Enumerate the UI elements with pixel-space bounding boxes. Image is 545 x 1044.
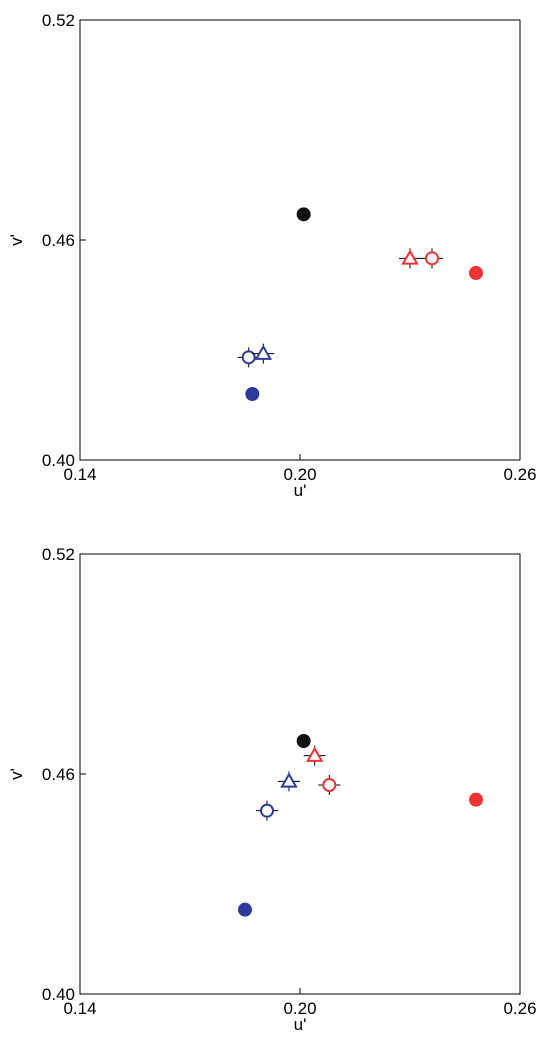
x-axis-label: u': [294, 481, 307, 500]
plot-frame: [79, 553, 521, 995]
data-point-open-triangle-blue: [254, 344, 273, 360]
x-axis-label: u': [294, 1015, 307, 1034]
data-point-filled-circle-black: [296, 734, 311, 748]
scatter-panel-bottom: 0.14 0.20 0.26 0.40 0.46 0.52 u' v': [7, 545, 537, 1034]
data-point-open-circle-red: [425, 251, 439, 266]
data-point-filled-circle-blue: [238, 902, 252, 917]
x-tick-label: 0.14: [63, 465, 96, 484]
y-axis-label: v': [7, 768, 26, 780]
data-point-open-triangle-blue: [280, 772, 298, 788]
data-point-filled-circle-black: [296, 207, 311, 222]
y-axis-label: v': [7, 234, 26, 246]
y-tick-label: 0.40: [42, 451, 75, 470]
y-tick-label: 0.40: [42, 985, 75, 1004]
x-tick-label: 0.20: [283, 465, 316, 484]
scatter-panel-top: 0.14 0.20 0.26 0.40 0.46 0.52 u' v': [7, 11, 537, 500]
data-point-open-circle-blue: [260, 803, 274, 818]
y-tick-label: 0.46: [42, 765, 75, 784]
data-point-filled-circle-red: [469, 266, 483, 280]
data-point-filled-circle-blue: [245, 387, 260, 401]
plot-frame: [79, 19, 521, 461]
y-tick-label: 0.46: [42, 231, 75, 250]
x-tick-label: 0.26: [503, 465, 536, 484]
y-tick-label: 0.52: [42, 11, 75, 30]
data-point-open-triangle-red: [401, 249, 419, 265]
data-point-open-circle-blue: [241, 350, 256, 365]
x-tick-label: 0.26: [503, 999, 536, 1018]
data-point-filled-circle-red: [469, 792, 483, 807]
x-tick-label: 0.20: [283, 999, 316, 1018]
y-tick-label: 0.52: [42, 545, 75, 564]
data-point-open-circle-red: [322, 778, 337, 792]
x-tick-label: 0.14: [63, 999, 96, 1018]
data-point-open-triangle-red: [305, 746, 324, 762]
